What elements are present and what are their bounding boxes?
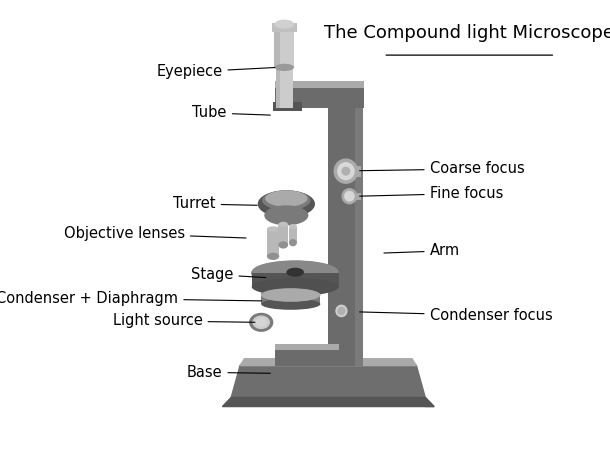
Polygon shape (231, 365, 425, 398)
Ellipse shape (274, 64, 294, 71)
Ellipse shape (264, 205, 309, 225)
Text: The Compound light Microscope: The Compound light Microscope (325, 24, 610, 42)
Ellipse shape (289, 239, 297, 246)
Bar (276, 63, 280, 109)
Bar (253, 273, 339, 287)
Ellipse shape (342, 167, 350, 176)
Ellipse shape (267, 253, 279, 260)
Bar (348, 166, 361, 177)
Text: Turret: Turret (173, 196, 257, 212)
Bar (350, 192, 361, 200)
Bar (274, 24, 280, 67)
Text: Tube: Tube (192, 105, 270, 120)
Ellipse shape (342, 188, 357, 204)
Ellipse shape (336, 305, 348, 317)
Text: Condenser focus: Condenser focus (360, 308, 553, 323)
Bar (289, 227, 297, 243)
Bar (354, 93, 362, 365)
Ellipse shape (337, 162, 354, 180)
Polygon shape (240, 359, 417, 365)
Text: Base: Base (187, 365, 270, 380)
Ellipse shape (278, 241, 288, 249)
Bar (274, 24, 294, 67)
Bar (275, 344, 339, 349)
Polygon shape (223, 398, 434, 407)
Bar (276, 63, 293, 109)
Ellipse shape (252, 261, 338, 282)
Ellipse shape (256, 318, 267, 327)
Text: Light source: Light source (113, 313, 255, 328)
Ellipse shape (253, 316, 270, 329)
Bar (273, 102, 302, 111)
Ellipse shape (289, 224, 297, 229)
Ellipse shape (249, 313, 273, 332)
Text: Eyepiece: Eyepiece (156, 65, 274, 79)
Ellipse shape (274, 20, 294, 29)
Ellipse shape (265, 191, 307, 207)
Bar (275, 81, 364, 109)
Text: Coarse focus: Coarse focus (360, 161, 525, 176)
Ellipse shape (278, 222, 288, 227)
Ellipse shape (261, 288, 320, 302)
Ellipse shape (257, 191, 315, 218)
Text: Fine focus: Fine focus (360, 186, 503, 201)
Bar (278, 224, 288, 245)
Bar (275, 81, 364, 88)
Ellipse shape (261, 299, 320, 310)
Ellipse shape (344, 191, 354, 202)
Ellipse shape (267, 226, 279, 232)
Text: Arm: Arm (384, 243, 460, 258)
Text: Objective lenses: Objective lenses (64, 226, 246, 241)
Polygon shape (417, 398, 434, 407)
Bar (275, 345, 339, 365)
Text: Condenser + Diaphragm: Condenser + Diaphragm (0, 291, 262, 305)
Ellipse shape (334, 158, 358, 184)
Ellipse shape (251, 261, 339, 286)
Ellipse shape (262, 191, 310, 210)
Bar (328, 93, 361, 365)
Text: Stage: Stage (191, 267, 266, 282)
Bar (272, 23, 297, 33)
Bar (267, 229, 279, 256)
Ellipse shape (337, 307, 345, 315)
Ellipse shape (252, 278, 339, 296)
Bar (261, 293, 320, 304)
Ellipse shape (286, 267, 304, 277)
